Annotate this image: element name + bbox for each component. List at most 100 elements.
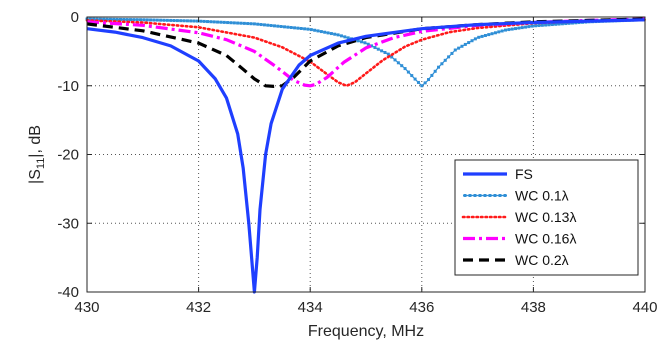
y-tick-label: 0 — [71, 9, 79, 26]
series-marker — [453, 48, 457, 52]
series-marker — [303, 27, 307, 31]
series-marker — [380, 49, 384, 53]
series-marker — [537, 24, 541, 28]
series-marker — [192, 19, 196, 23]
series-marker — [373, 46, 377, 50]
series-marker — [477, 35, 481, 39]
series-marker — [249, 22, 253, 26]
series-marker — [259, 23, 263, 27]
x-axis-label: Frequency, MHz — [308, 323, 424, 340]
series-marker — [95, 17, 99, 21]
series-marker — [165, 18, 169, 22]
series-marker — [266, 23, 270, 27]
series-marker — [443, 58, 447, 62]
series-marker — [524, 25, 528, 29]
series-marker — [483, 34, 487, 38]
series-fs — [86, 18, 646, 294]
series-marker — [557, 22, 561, 26]
series-marker — [500, 29, 504, 33]
legend-label: WC 0.2λ — [515, 252, 569, 268]
series-marker — [155, 18, 159, 22]
legend-marker — [503, 194, 507, 197]
y-tick-label: -10 — [57, 78, 79, 95]
series-marker — [289, 26, 293, 30]
series-marker — [209, 20, 213, 24]
series-marker — [470, 39, 474, 43]
y-axis-label-subscript: 11 — [35, 158, 47, 169]
series-marker — [269, 24, 273, 28]
x-tick-label: 430 — [74, 299, 99, 316]
series-marker — [440, 62, 444, 66]
series-marker — [530, 24, 534, 28]
series-marker — [547, 23, 551, 27]
series-marker — [527, 25, 531, 29]
series-marker — [336, 33, 340, 37]
legend-marker — [468, 194, 472, 197]
y-tick-label: -20 — [57, 147, 79, 164]
series-marker — [567, 21, 571, 25]
series-marker — [229, 21, 233, 25]
series-marker — [272, 24, 276, 28]
series-marker — [182, 19, 186, 23]
legend-marker — [473, 194, 477, 197]
series-marker — [473, 37, 477, 41]
series-marker — [393, 58, 397, 62]
legend-marker — [493, 194, 497, 197]
series-marker — [463, 42, 467, 46]
legend-marker — [488, 194, 492, 197]
series-marker — [206, 20, 210, 24]
series-marker — [115, 17, 119, 21]
series-marker — [437, 65, 441, 69]
legend-marker — [483, 194, 487, 197]
legend-label: WC 0.16λ — [515, 231, 576, 247]
series-marker — [360, 40, 364, 44]
series-marker — [129, 18, 133, 22]
series-marker — [88, 17, 92, 21]
series-wc-0-13-line — [85, 18, 647, 88]
series-marker — [333, 32, 337, 36]
series-marker — [433, 69, 437, 73]
series-marker — [343, 35, 347, 39]
legend-label: WC 0.1λ — [515, 188, 569, 204]
series-marker — [142, 18, 146, 22]
series-marker — [507, 28, 511, 32]
series-marker — [504, 28, 507, 32]
legend-item-wc-0-16: WC 0.16λ — [463, 231, 576, 247]
series-marker — [326, 31, 330, 35]
series-marker — [400, 64, 404, 68]
series-marker — [323, 30, 327, 34]
series-marker — [370, 44, 374, 48]
y-axis-label-prefix: |S — [27, 169, 44, 184]
series-marker — [125, 18, 129, 22]
series-marker — [219, 20, 223, 24]
series-marker — [329, 32, 333, 36]
series-marker — [149, 18, 153, 22]
legend-marker — [463, 194, 467, 197]
y-tick-label: -30 — [57, 215, 79, 232]
series-marker — [490, 32, 494, 36]
series-marker — [413, 77, 417, 81]
series-marker — [366, 42, 370, 46]
series-marker — [487, 33, 491, 37]
series-marker — [467, 41, 471, 45]
series-fs-line — [86, 18, 646, 294]
x-tick-label: 440 — [632, 299, 657, 316]
series-marker — [232, 21, 236, 25]
series-marker — [276, 24, 280, 28]
series-marker — [346, 36, 350, 40]
series-marker — [108, 17, 112, 21]
series-marker — [406, 70, 410, 74]
series-marker — [175, 19, 179, 23]
series-marker — [102, 17, 106, 21]
series-marker — [222, 20, 226, 24]
series-marker — [426, 78, 430, 82]
series-marker — [179, 19, 183, 23]
series-marker — [540, 23, 544, 27]
series-marker — [520, 26, 524, 30]
legend-item-fs: FS — [463, 166, 533, 182]
series-marker — [256, 22, 260, 26]
series-marker — [246, 22, 250, 26]
series-marker — [416, 80, 420, 84]
series-marker — [252, 22, 256, 26]
series-marker — [450, 51, 454, 55]
